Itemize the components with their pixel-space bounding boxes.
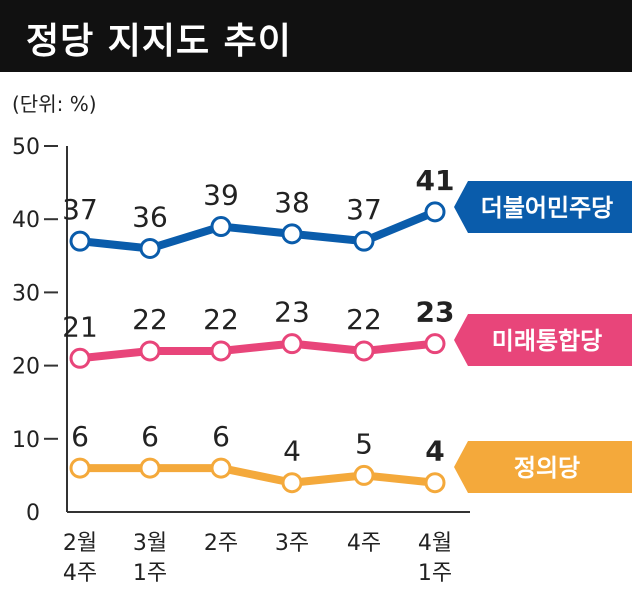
legend-label: 더불어민주당 <box>481 194 613 222</box>
data-point <box>69 457 91 479</box>
data-label: 4 <box>283 435 301 468</box>
series-line <box>76 339 439 363</box>
data-point <box>139 237 161 259</box>
data-point <box>424 201 446 223</box>
data-label: 22 <box>203 303 239 336</box>
data-point <box>69 347 91 369</box>
x-tick-label: 1주 <box>133 561 167 586</box>
data-point <box>139 340 161 362</box>
data-label: 41 <box>416 164 455 197</box>
x-tick-label: 4주 <box>347 531 381 556</box>
series-line <box>76 464 439 487</box>
y-tick-label: 0 <box>26 501 40 526</box>
legend-tag-box <box>454 314 632 366</box>
series-2: 21 22 22 23 22 23 미래통합당 <box>62 296 632 369</box>
data-label: 23 <box>416 296 455 329</box>
data-label: 23 <box>274 296 310 329</box>
data-point <box>281 333 303 355</box>
data-label: 36 <box>132 200 168 233</box>
data-label: 4 <box>425 435 444 468</box>
data-point <box>353 464 375 486</box>
x-tick-label: 1주 <box>418 561 452 586</box>
data-point <box>210 457 232 479</box>
data-label: 38 <box>274 186 310 219</box>
data-label: 21 <box>62 310 98 343</box>
legend-tag: 미래통합당 <box>454 314 632 366</box>
data-label: 5 <box>355 427 373 460</box>
data-point <box>353 340 375 362</box>
data-point <box>353 230 375 252</box>
data-label: 22 <box>346 303 382 336</box>
legend-tag: 정의당 <box>454 441 632 493</box>
data-point <box>424 333 446 355</box>
legend-tag-box <box>454 441 632 493</box>
x-tick-label: 2월 <box>63 531 97 556</box>
legend-label: 미래통합당 <box>492 327 602 355</box>
x-tick-label: 3주 <box>275 531 309 556</box>
data-point <box>210 340 232 362</box>
data-label: 22 <box>132 303 168 336</box>
y-tick-label: 40 <box>12 208 40 233</box>
title-bar: 정당 지지도 추이 <box>0 0 632 72</box>
legend-tag: 더불어민주당 <box>454 181 632 233</box>
series-3: 6 6 6 4 5 4 정의당 <box>69 420 632 494</box>
data-point <box>281 223 303 245</box>
data-point <box>69 230 91 252</box>
x-tick-label: 3월 <box>133 531 167 556</box>
data-label: 37 <box>346 193 382 226</box>
data-point <box>210 216 232 238</box>
series-1: 37 36 39 38 37 41 더불어민주당 <box>62 164 632 259</box>
data-label: 6 <box>71 420 89 453</box>
data-label: 6 <box>212 420 230 453</box>
y-tick-label: 10 <box>12 428 40 453</box>
x-tick-label: 4월 <box>418 531 452 556</box>
chart-title: 정당 지지도 추이 <box>26 21 292 62</box>
data-label: 39 <box>203 179 239 212</box>
x-tick-label: 2주 <box>204 531 238 556</box>
x-tick-label: 4주 <box>63 561 97 586</box>
data-point <box>424 472 446 494</box>
data-label: 6 <box>141 420 159 453</box>
y-tick-label: 30 <box>12 281 40 306</box>
data-label: 37 <box>62 193 98 226</box>
y-tick-label: 50 <box>12 135 40 160</box>
data-point <box>281 472 303 494</box>
y-tick-label: 20 <box>12 355 40 380</box>
series-line <box>76 207 439 253</box>
data-point <box>139 457 161 479</box>
legend-label: 정의당 <box>514 454 580 482</box>
legend-tag-box <box>454 181 632 233</box>
unit-label: (단위: %) <box>12 92 97 116</box>
